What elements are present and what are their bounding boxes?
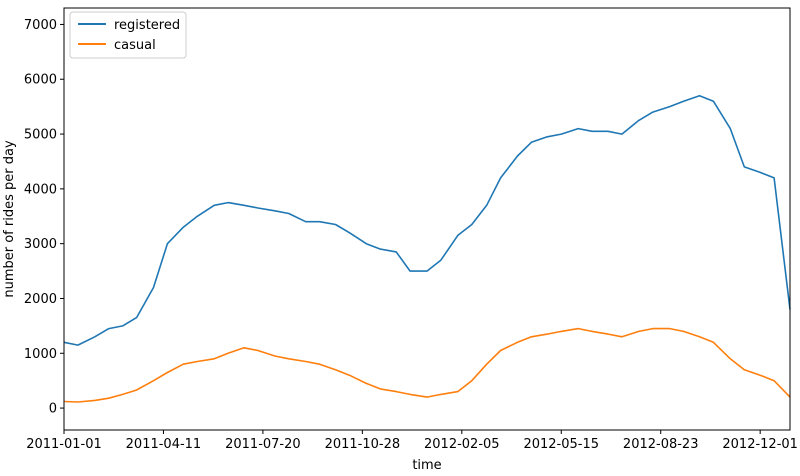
legend: registered casual (69, 11, 187, 59)
plot-frame (63, 7, 791, 431)
y-axis-label: number of rides per day (2, 140, 17, 298)
x-axis-label: time (412, 458, 441, 473)
y-tick-label: 1000 (24, 347, 57, 362)
y-tick-label: 6000 (24, 73, 57, 88)
series-lines-layer (63, 94, 791, 403)
y-tick-label: 4000 (24, 182, 57, 197)
legend-label-casual: casual (114, 38, 156, 53)
x-tick-label: 2011-10-28 (325, 437, 401, 452)
series-line-casual (63, 327, 791, 403)
x-tick-label: 2011-07-20 (225, 437, 301, 452)
y-tick-label: 0 (49, 402, 57, 417)
legend-label-registered: registered (114, 18, 180, 33)
x-axis-ticks: 2011-01-01 2011-04-11 2011-07-20 2011-10-28… (26, 430, 798, 452)
y-tick-label: 5000 (24, 128, 57, 143)
x-tick-label: 2012-12-01 (722, 437, 798, 452)
x-tick-label: 2012-05-15 (523, 437, 599, 452)
y-tick-label: 3000 (24, 237, 57, 252)
y-axis-ticks: 0 1000 2000 3000 4000 5000 6000 7000 (24, 18, 64, 417)
y-tick-label: 2000 (24, 292, 57, 307)
series-line-registered (63, 94, 791, 346)
x-tick-label: 2011-01-01 (26, 437, 102, 452)
x-tick-label: 2012-02-05 (424, 437, 500, 452)
x-tick-label: 2012-08-23 (623, 437, 699, 452)
y-tick-label: 7000 (24, 18, 57, 33)
x-tick-label: 2011-04-11 (126, 437, 202, 452)
